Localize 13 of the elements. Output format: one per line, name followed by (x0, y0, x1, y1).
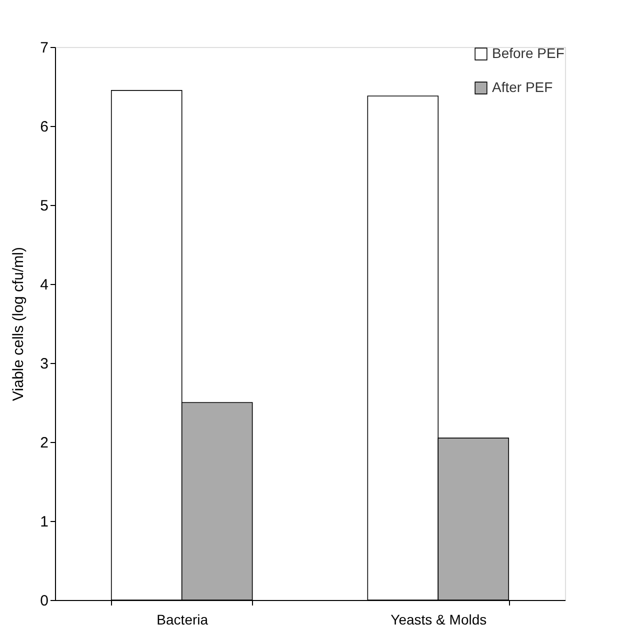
y-tick-label: 4 (40, 276, 48, 294)
y-tick-label: 1 (40, 514, 48, 530)
legend-label: After PEF (492, 79, 553, 95)
legend-label: Before PEF (492, 45, 564, 61)
x-tick-label: Yeasts & Molds (390, 612, 487, 628)
y-tick-label: 2 (40, 434, 48, 452)
y-tick-label: 3 (40, 356, 48, 372)
y-tick-label: 0 (40, 592, 48, 610)
y-axis-title: Viable cells (log cfu/ml) (10, 247, 28, 401)
y-tick-label: 5 (40, 198, 48, 214)
x-tick-label: Bacteria (156, 612, 208, 628)
y-tick-label: 7 (40, 40, 48, 56)
y-tick-label: 6 (40, 118, 48, 136)
